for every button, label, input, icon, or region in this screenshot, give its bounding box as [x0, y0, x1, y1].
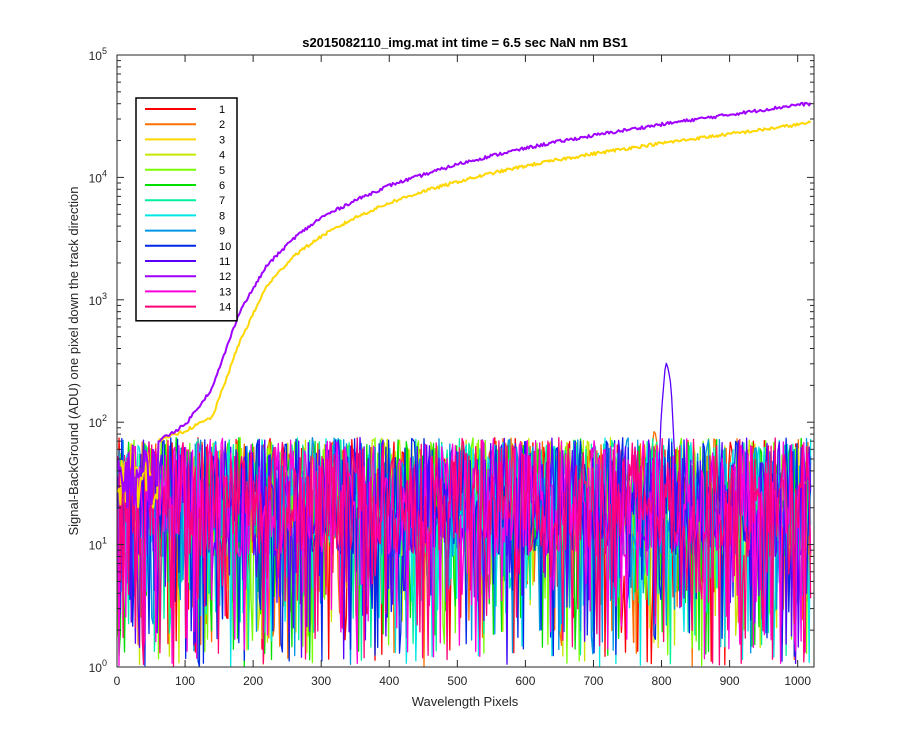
legend-box: [135, 97, 238, 322]
y-tick-label: 103: [89, 291, 107, 308]
legend-label-5: 5: [219, 165, 225, 177]
x-tick-label: 100: [175, 674, 195, 688]
series-line-12: [117, 101, 812, 509]
legend-label-6: 6: [219, 180, 225, 192]
legend-label-1: 1: [219, 104, 225, 116]
x-tick-label: 1000: [784, 674, 811, 688]
legend-label-13: 13: [219, 286, 231, 298]
legend-label-3: 3: [219, 134, 225, 146]
x-tick-label: 0: [114, 674, 121, 688]
legend-label-4: 4: [219, 150, 225, 162]
x-tick-label: 600: [515, 674, 535, 688]
legend-label-9: 9: [219, 226, 225, 238]
legend-label-7: 7: [219, 195, 225, 207]
legend-label-10: 10: [219, 241, 231, 253]
legend-label-8: 8: [219, 210, 225, 222]
legend-label-14: 14: [219, 302, 231, 314]
series-line-3: [117, 120, 812, 509]
y-axis-label: Signal-BackGround (ADU) one pixel down t…: [66, 186, 81, 535]
axes-box: [116, 54, 815, 668]
legend-label-11: 11: [219, 256, 230, 268]
x-tick-label: 700: [583, 674, 603, 688]
x-tick-label: 300: [311, 674, 331, 688]
x-tick-label: 900: [720, 674, 740, 688]
legend-label-2: 2: [219, 119, 225, 131]
x-tick-label: 200: [243, 674, 263, 688]
plot-area: [117, 101, 812, 667]
y-tick-label: 102: [89, 413, 107, 430]
chart-title: s2015082110_img.mat int time = 6.5 sec N…: [302, 35, 628, 50]
series-line-14: [117, 437, 812, 667]
y-tick-label: 105: [89, 46, 107, 63]
x-tick-label: 500: [447, 674, 467, 688]
y-tick-label: 100: [89, 658, 107, 675]
legend-label-12: 12: [219, 271, 231, 283]
x-tick-label: 400: [379, 674, 399, 688]
x-axis-label: Wavelength Pixels: [412, 694, 519, 709]
y-tick-label: 104: [89, 168, 107, 185]
x-tick-label: 800: [652, 674, 672, 688]
x-axis: 0 100 200 300 400 500 600 700 800 900 1000: [114, 55, 811, 688]
y-tick-label: 101: [89, 536, 107, 553]
